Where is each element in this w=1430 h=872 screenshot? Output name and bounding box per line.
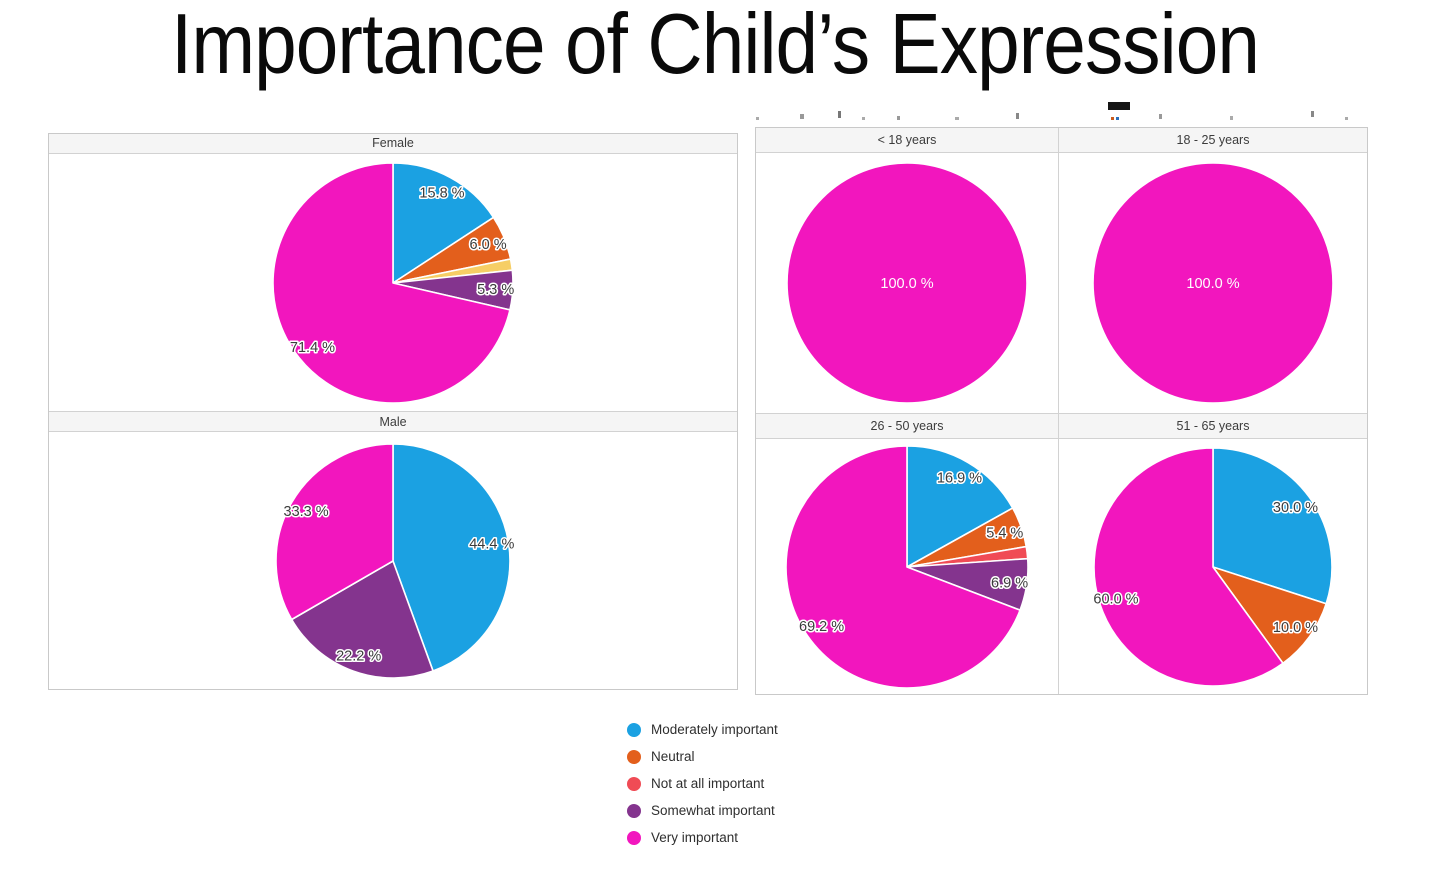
- legend-swatch-icon: [627, 749, 641, 764]
- chart-title-under-18: < 18 years: [877, 133, 937, 147]
- chart-area-female: 15.8 % 6.0 % 5.3 % 71.4 %: [49, 154, 737, 411]
- pie-slice-label: 5.3 %: [477, 282, 514, 298]
- legend-swatch-icon: [627, 803, 641, 818]
- chart-area-male: 44.4 % 22.2 % 33.3 %: [49, 432, 737, 689]
- chart-title-26-50: 26 - 50 years: [870, 419, 944, 433]
- pie-slice-label: 10.0 %: [1273, 620, 1318, 636]
- legend: Moderately important Neutral Not at all …: [627, 716, 778, 851]
- legend-item-not-at-all-important: Not at all important: [627, 770, 778, 797]
- chart-header-18-25: 18 - 25 years: [1058, 128, 1367, 153]
- legend-label: Somewhat important: [651, 803, 775, 818]
- pie-under-18: 100.0 %: [786, 162, 1028, 404]
- legend-label: Neutral: [651, 749, 695, 764]
- chart-area-18-25: 100.0 %: [1058, 153, 1367, 413]
- pie-slice-label: 60.0 %: [1093, 591, 1138, 607]
- legend-label: Moderately important: [651, 722, 778, 737]
- legend-item-somewhat-important: Somewhat important: [627, 797, 778, 824]
- pie-slice-label: 100.0 %: [880, 276, 933, 292]
- pie-26-50: 16.9 % 5.4 % 6.9 % 69.2 %: [785, 444, 1030, 689]
- chart-area-under-18: 100.0 %: [756, 153, 1058, 413]
- legend-item-moderately-important: Moderately important: [627, 716, 778, 743]
- pie-slice-label: 71.4 %: [290, 340, 335, 356]
- pie-51-65: 30.0 % 10.0 % 60.0 %: [1092, 446, 1333, 687]
- legend-swatch-icon: [627, 722, 641, 737]
- pie-slice-label: 33.3 %: [284, 503, 329, 519]
- pie-male: 44.4 % 22.2 % 33.3 %: [275, 442, 516, 679]
- chart-title-18-25: 18 - 25 years: [1176, 133, 1250, 147]
- pie-female: 15.8 % 6.0 % 5.3 % 71.4 %: [272, 161, 516, 404]
- legend-label: Not at all important: [651, 776, 765, 791]
- pie-slice-label: 6.9 %: [991, 575, 1028, 591]
- pie-slice-label: 22.2 %: [336, 648, 381, 664]
- gender-panel: Female 15.8 % 6.0 % 5.3 % 71.4 % Male 44.4 …: [48, 133, 738, 690]
- chart-title-male: Male: [379, 415, 407, 429]
- slide-title: Importance of Child’s Expression: [170, 0, 1260, 92]
- pie-slice-label: 100.0 %: [1186, 276, 1239, 292]
- chart-area-51-65: 30.0 % 10.0 % 60.0 %: [1058, 439, 1367, 694]
- chart-header-male: Male: [49, 411, 737, 432]
- legend-item-neutral: Neutral: [627, 743, 778, 770]
- pie-slice-label: 6.0 %: [470, 236, 507, 252]
- legend-label: Very important: [651, 830, 739, 845]
- chart-header-female: Female: [49, 134, 737, 154]
- chart-header-51-65: 51 - 65 years: [1058, 413, 1367, 439]
- pie-slice-label: 5.4 %: [986, 525, 1023, 541]
- pie-slice-label: 16.9 %: [937, 470, 982, 486]
- chart-title-51-65: 51 - 65 years: [1176, 419, 1250, 433]
- legend-swatch-icon: [627, 830, 641, 845]
- age-panel: < 18 years 18 - 25 years 100.0 % 100.0 %…: [755, 127, 1368, 695]
- legend-swatch-icon: [627, 776, 641, 791]
- chart-title-female: Female: [372, 136, 414, 150]
- pie-slice-label: 15.8 %: [419, 185, 464, 201]
- chart-header-26-50: 26 - 50 years: [756, 413, 1058, 439]
- pie-slice-label: 30.0 %: [1273, 500, 1318, 516]
- legend-item-very-important: Very important: [627, 824, 778, 851]
- chart-header-under-18: < 18 years: [756, 128, 1058, 153]
- pie-slice-label: 44.4 %: [469, 536, 514, 552]
- pie-18-25: 100.0 %: [1092, 162, 1334, 404]
- pie-slice-label: 69.2 %: [799, 618, 844, 634]
- chart-area-26-50: 16.9 % 5.4 % 6.9 % 69.2 %: [756, 439, 1058, 694]
